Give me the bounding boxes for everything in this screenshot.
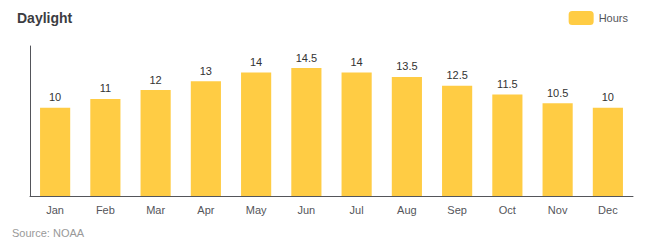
svg-text:Source: NOAA: Source: NOAA	[12, 227, 85, 239]
svg-text:12: 12	[150, 74, 162, 86]
svg-text:Hours: Hours	[599, 12, 629, 24]
svg-text:Daylight: Daylight	[17, 10, 73, 26]
svg-text:Nov: Nov	[548, 204, 568, 216]
svg-text:Jan: Jan	[46, 204, 64, 216]
svg-text:Oct: Oct	[499, 204, 516, 216]
svg-text:13.5: 13.5	[396, 60, 417, 72]
svg-text:10: 10	[602, 91, 614, 103]
svg-text:Jun: Jun	[298, 204, 316, 216]
svg-text:Apr: Apr	[197, 204, 214, 216]
svg-text:Jul: Jul	[350, 204, 364, 216]
svg-text:14: 14	[250, 56, 262, 68]
svg-text:Mar: Mar	[146, 204, 165, 216]
svg-text:May: May	[246, 204, 267, 216]
svg-text:10: 10	[49, 91, 61, 103]
svg-text:10.5: 10.5	[547, 87, 568, 99]
svg-text:13: 13	[200, 65, 212, 77]
svg-text:Dec: Dec	[598, 204, 618, 216]
svg-text:11: 11	[100, 82, 111, 94]
svg-text:11.5: 11.5	[497, 78, 518, 90]
svg-text:Aug: Aug	[397, 204, 417, 216]
svg-text:14: 14	[351, 56, 363, 68]
svg-text:Sep: Sep	[447, 204, 467, 216]
svg-text:12.5: 12.5	[446, 69, 467, 81]
svg-text:Feb: Feb	[96, 204, 115, 216]
svg-text:14.5: 14.5	[296, 52, 317, 64]
